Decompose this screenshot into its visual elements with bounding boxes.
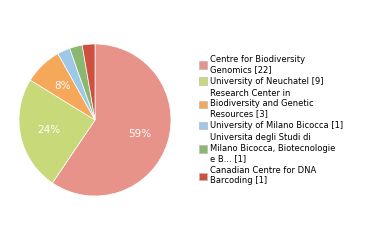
Text: 24%: 24% — [37, 125, 60, 135]
Legend: Centre for Biodiversity
Genomics [22], University of Neuchatel [9], Research Cen: Centre for Biodiversity Genomics [22], U… — [198, 54, 344, 186]
Wedge shape — [30, 54, 95, 120]
Wedge shape — [70, 45, 95, 120]
Text: 8%: 8% — [54, 81, 71, 91]
Wedge shape — [52, 44, 171, 196]
Wedge shape — [82, 44, 95, 120]
Text: 59%: 59% — [128, 129, 152, 139]
Wedge shape — [58, 48, 95, 120]
Wedge shape — [19, 80, 95, 183]
